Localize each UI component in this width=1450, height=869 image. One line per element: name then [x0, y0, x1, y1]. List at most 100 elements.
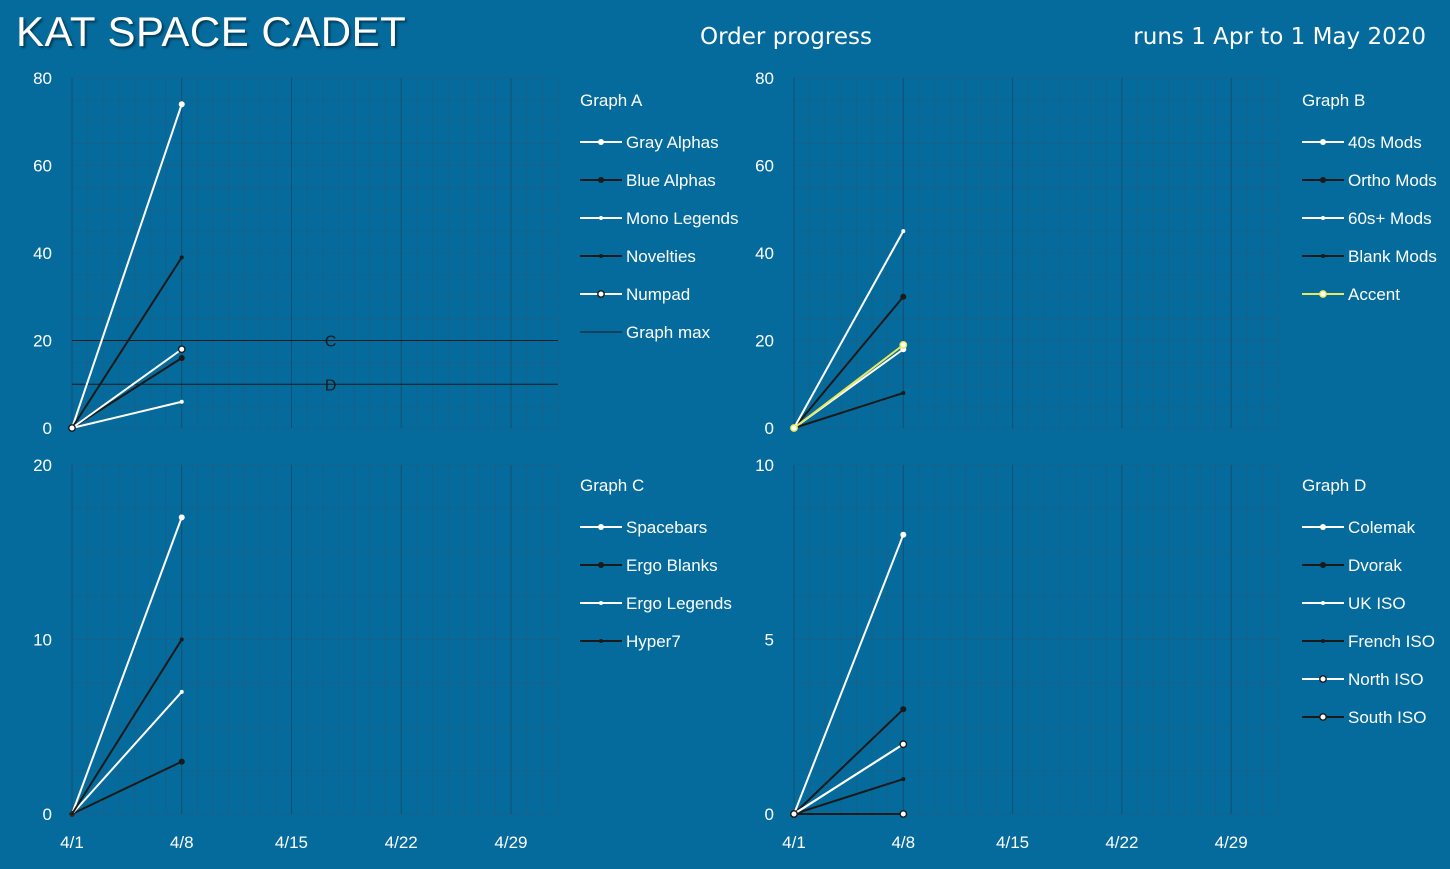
series-line: [793, 778, 904, 815]
x-tick-label: 4/1: [782, 833, 806, 852]
y-tick-label: 20: [755, 332, 774, 351]
y-tick-label: 60: [33, 157, 52, 176]
y-tick-label: 0: [765, 805, 774, 824]
y-tick-label: 20: [33, 332, 52, 351]
legend-marker: [598, 139, 604, 145]
legend-label: Ergo Blanks: [626, 556, 718, 575]
series-line: [793, 230, 905, 429]
legend-marker: [1320, 562, 1326, 568]
legend-label: North ISO: [1348, 670, 1424, 689]
x-tick-label: 4/29: [494, 833, 527, 852]
legend-marker: [1321, 216, 1325, 220]
series-line: [71, 517, 183, 815]
legend-label: UK ISO: [1348, 594, 1406, 613]
reference-line-label: C: [325, 334, 337, 351]
legend-label: Blank Mods: [1348, 247, 1437, 266]
legend-marker: [598, 562, 604, 568]
data-point: [178, 101, 185, 108]
legend-label: Spacebars: [626, 518, 707, 537]
x-tick-label: 4/29: [1215, 833, 1248, 852]
x-tick-label: 4/8: [891, 833, 915, 852]
data-point: [790, 810, 798, 818]
data-point: [178, 355, 185, 361]
legend-marker: [599, 216, 603, 220]
data-point: [179, 255, 184, 260]
series-line: [793, 344, 904, 429]
y-tick-label: 20: [33, 456, 52, 475]
legend-label: Accent: [1348, 285, 1400, 304]
data-point: [790, 424, 798, 432]
y-tick-label: 0: [43, 805, 52, 824]
series-line: [793, 534, 905, 815]
series-line: [793, 296, 905, 429]
legend-label: French ISO: [1348, 632, 1435, 651]
legend-label: South ISO: [1348, 708, 1426, 727]
legend-title: Graph D: [1302, 476, 1366, 495]
data-point: [901, 391, 906, 395]
x-tick-label: 4/15: [275, 833, 308, 852]
y-tick-label: 80: [755, 69, 774, 88]
x-tick-label: 4/8: [170, 833, 194, 852]
legend-label: Gray Alphas: [626, 133, 719, 152]
legend-label: 60s+ Mods: [1348, 209, 1432, 228]
series-line: [71, 760, 183, 815]
series-line: [793, 392, 904, 429]
data-point: [899, 810, 908, 818]
legend-label: Ergo Legends: [626, 594, 732, 613]
legend-marker: [1320, 139, 1326, 145]
series-line: [793, 708, 904, 815]
data-point: [899, 740, 908, 749]
data-point: [68, 424, 76, 432]
legend-marker: [1319, 713, 1327, 721]
data-point: [179, 689, 184, 694]
data-point: [901, 777, 906, 782]
legend-marker: [1321, 254, 1325, 258]
series-line: [71, 256, 183, 429]
y-tick-label: 10: [33, 631, 52, 650]
legend-marker: [598, 524, 604, 530]
legend-label: Novelties: [626, 247, 696, 266]
dashboard-title: KAT SPACE CADET: [16, 8, 407, 55]
legend-title: Graph C: [580, 476, 644, 495]
legend-label: Colemak: [1348, 518, 1416, 537]
y-tick-label: 5: [765, 631, 774, 650]
x-tick-label: 4/1: [60, 833, 84, 852]
legend-marker: [1321, 601, 1325, 605]
data-point: [899, 340, 908, 349]
dashboard-subtitle: Order progress: [700, 24, 872, 50]
data-point: [178, 758, 185, 765]
series-line: [71, 400, 182, 429]
series-line: [71, 348, 183, 429]
series-line: [71, 691, 183, 815]
legend-label: Graph max: [626, 323, 711, 342]
data-point: [70, 812, 74, 816]
legend-marker: [1320, 177, 1326, 183]
legend-label: Dvorak: [1348, 556, 1402, 575]
y-tick-label: 40: [755, 244, 774, 263]
legend-marker: [598, 177, 604, 183]
chart-a: 0 20 40 60 80 C D Graph A Gray Alphas Blue Alphas…: [33, 69, 738, 438]
legend-title: Graph A: [580, 91, 643, 110]
y-tick-label: 0: [765, 419, 774, 438]
x-tick-label: 4/22: [385, 833, 418, 852]
y-tick-label: 10: [755, 456, 774, 475]
data-point: [900, 293, 907, 300]
data-point: [178, 514, 185, 521]
legend-label: Numpad: [626, 285, 690, 304]
series-line: [71, 357, 183, 429]
legend-marker: [1319, 675, 1327, 683]
x-tick-label: 4/22: [1105, 833, 1138, 852]
data-point: [900, 706, 907, 713]
chart-d: 0 5 10 4/1 4/8 4/15 4/22 4/29 Graph D Colemak Dvor…: [755, 456, 1435, 852]
legend-label: Ortho Mods: [1348, 171, 1437, 190]
legend-marker: [1321, 639, 1325, 643]
legend-label: Hyper7: [626, 632, 681, 651]
y-tick-label: 0: [43, 419, 52, 438]
legend-marker: [1320, 524, 1326, 530]
data-point: [179, 637, 184, 642]
legend-title: Graph B: [1302, 91, 1365, 110]
legend-label: Blue Alphas: [626, 171, 716, 190]
legend-marker: [599, 254, 603, 258]
legend-label: 40s Mods: [1348, 133, 1422, 152]
